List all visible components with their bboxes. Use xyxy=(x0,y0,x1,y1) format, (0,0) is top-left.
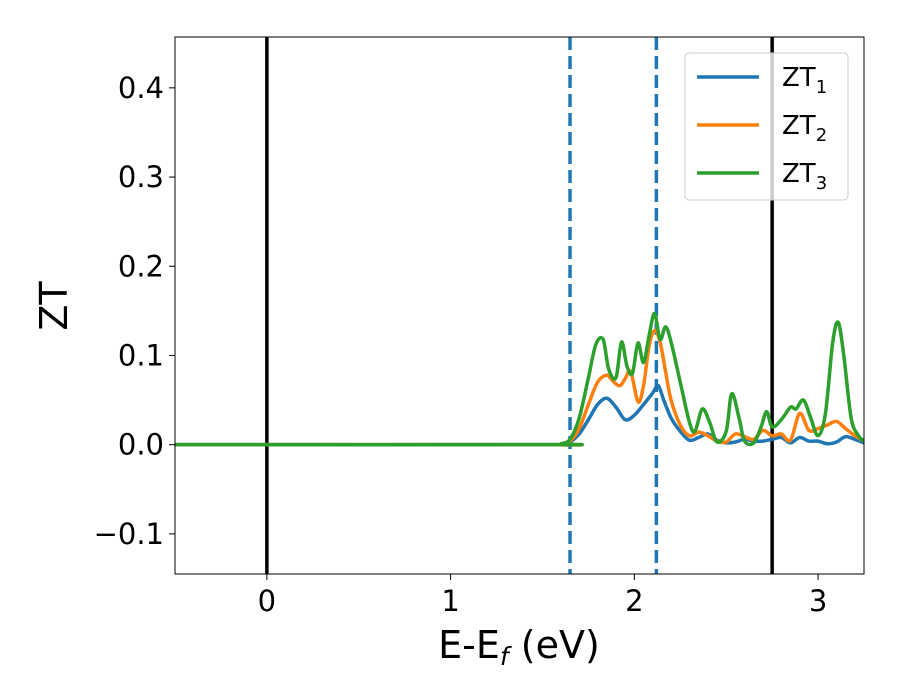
x-tick-label: 1 xyxy=(441,584,459,618)
y-tick-label: 0.1 xyxy=(118,338,164,372)
legend-label-zt1: ZT1 xyxy=(782,63,827,98)
x-axis-ticks: 0 1 2 3 xyxy=(258,574,827,618)
series-lines xyxy=(175,311,864,447)
x-tick-label: 2 xyxy=(625,584,643,618)
series-line-zt1 xyxy=(175,383,864,447)
x-axis-title-unit: (eV) xyxy=(509,623,600,667)
y-tick-label: −0.1 xyxy=(94,517,164,551)
y-axis-ticks: −0.1 0.0 0.1 0.2 0.3 0.4 xyxy=(94,71,175,551)
y-tick-label: 0.2 xyxy=(118,249,164,283)
x-axis-title: E-Ef (eV) xyxy=(438,623,600,671)
axes-frame xyxy=(174,36,865,575)
series-line-zt3 xyxy=(175,311,864,447)
x-tick-label: 3 xyxy=(809,584,827,618)
x-tick-label: 0 xyxy=(258,584,276,618)
y-tick-label: 0.3 xyxy=(118,160,164,194)
legend-box xyxy=(684,52,849,201)
axes-border xyxy=(174,36,865,575)
y-tick-label: 0.4 xyxy=(118,71,164,105)
y-axis-title: ZT xyxy=(32,281,76,331)
legend-label-zt2: ZT2 xyxy=(782,111,827,146)
y-tick-label: 0.0 xyxy=(118,428,164,462)
legend: ZT1 ZT2 ZT3 xyxy=(684,52,849,201)
series-line-zt2 xyxy=(175,328,864,447)
legend-label-zt3: ZT3 xyxy=(782,159,827,194)
x-axis-title-main: E-E xyxy=(438,623,500,667)
